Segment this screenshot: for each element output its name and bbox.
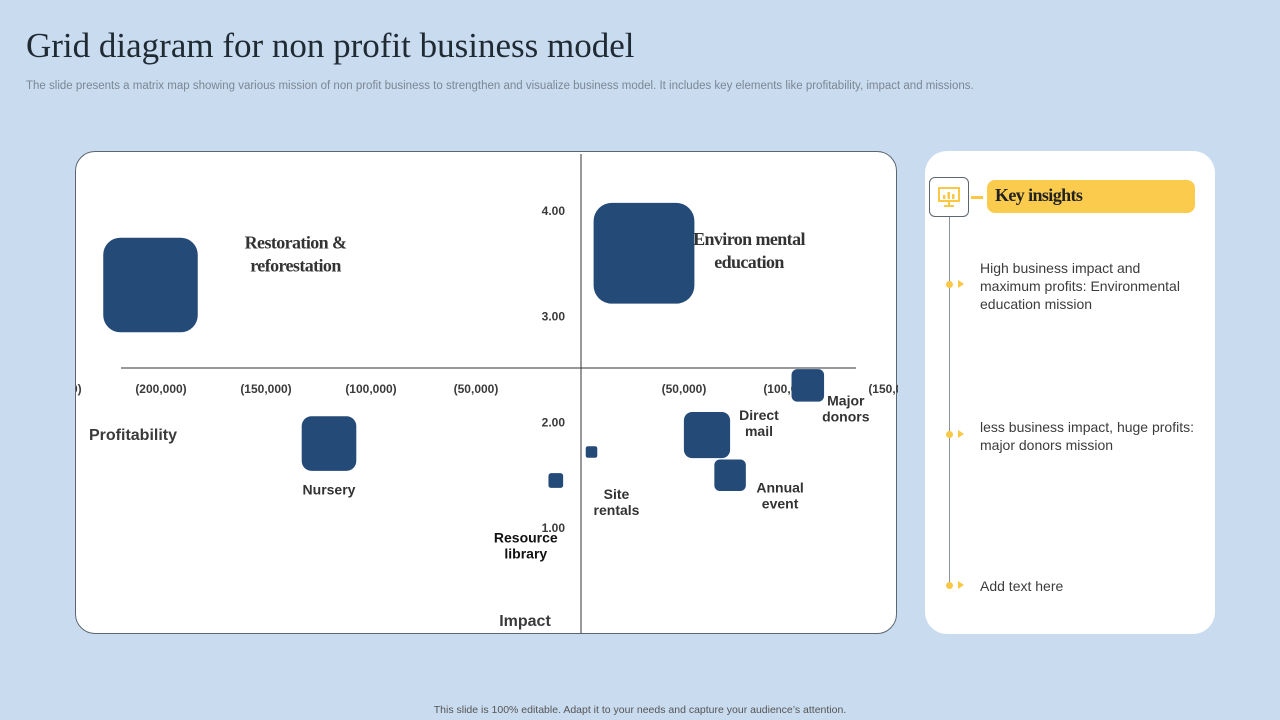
bullet-arrow-icon — [958, 430, 964, 438]
slide-subtitle: The slide presents a matrix map showing … — [26, 80, 974, 92]
timeline-line — [949, 217, 950, 587]
data-point-label: Site rentals — [594, 486, 640, 518]
bullet-dot-icon — [946, 281, 953, 288]
y-tick-label: 3.00 — [542, 310, 566, 324]
data-point-label: Nursery — [303, 482, 356, 498]
insight-text: Add text here — [980, 578, 1064, 594]
data-point-label: Restoration & reforestation — [245, 232, 347, 275]
y-tick-label: 1.00 — [542, 521, 566, 535]
grid-chart: (250,000) (200,000) (150,000) (100,000) (50,… — [76, 154, 898, 633]
chart-panel: (250,000) (200,000) (150,000) (100,000) (50,… — [75, 151, 898, 634]
y-tick-label: 2.00 — [542, 415, 566, 429]
y-tick-label: 4.00 — [542, 204, 566, 218]
presentation-board-icon — [929, 177, 969, 217]
data-point-marker — [714, 459, 746, 491]
x-tick-label: (50,000) — [454, 382, 499, 396]
data-point-marker — [103, 237, 198, 333]
slide-footer: This slide is 100% editable. Adapt it to… — [433, 704, 847, 716]
data-point-marker — [791, 369, 825, 402]
data-point-label: Environ mental education — [693, 229, 805, 272]
data-point-marker — [683, 411, 731, 459]
slide-title: Grid diagram for non profit business mod… — [26, 26, 635, 65]
x-tick-label: (200,000) — [135, 382, 186, 396]
data-point-label: Direct mail — [739, 407, 779, 439]
key-insights-title: Key insights — [995, 185, 1083, 205]
data-point-label: Annual event — [756, 479, 803, 511]
data-point-label: Major donors — [822, 392, 870, 424]
x-tick-label: (150,000) — [240, 382, 291, 396]
insight-text: less business impact, huge profits: majo… — [980, 419, 1194, 453]
x-tick-label: (150,000) — [868, 382, 898, 396]
data-point-marker — [548, 473, 564, 488]
header-connector — [971, 196, 983, 199]
key-insights-panel: Key insights High business impact and ma… — [925, 151, 1215, 634]
insight-text: High business impact and maximum profits… — [980, 260, 1180, 312]
bullet-dot-icon — [946, 431, 953, 438]
data-point-marker — [301, 416, 357, 471]
bullet-arrow-icon — [958, 280, 964, 288]
x-tick-label: (50,000) — [662, 382, 707, 396]
x-tick-label: (250,000) — [76, 382, 82, 396]
data-point-label: Resource library — [494, 530, 558, 562]
bullet-dot-icon — [946, 582, 953, 589]
x-axis-title: Profitability — [89, 427, 177, 444]
y-axis-title: Impact — [499, 613, 551, 630]
data-point-marker — [593, 202, 695, 304]
data-point-marker — [585, 446, 598, 458]
key-insights-header: Key insights — [987, 180, 1195, 213]
x-tick-label: (100,000) — [345, 382, 396, 396]
bullet-arrow-icon — [958, 581, 964, 589]
